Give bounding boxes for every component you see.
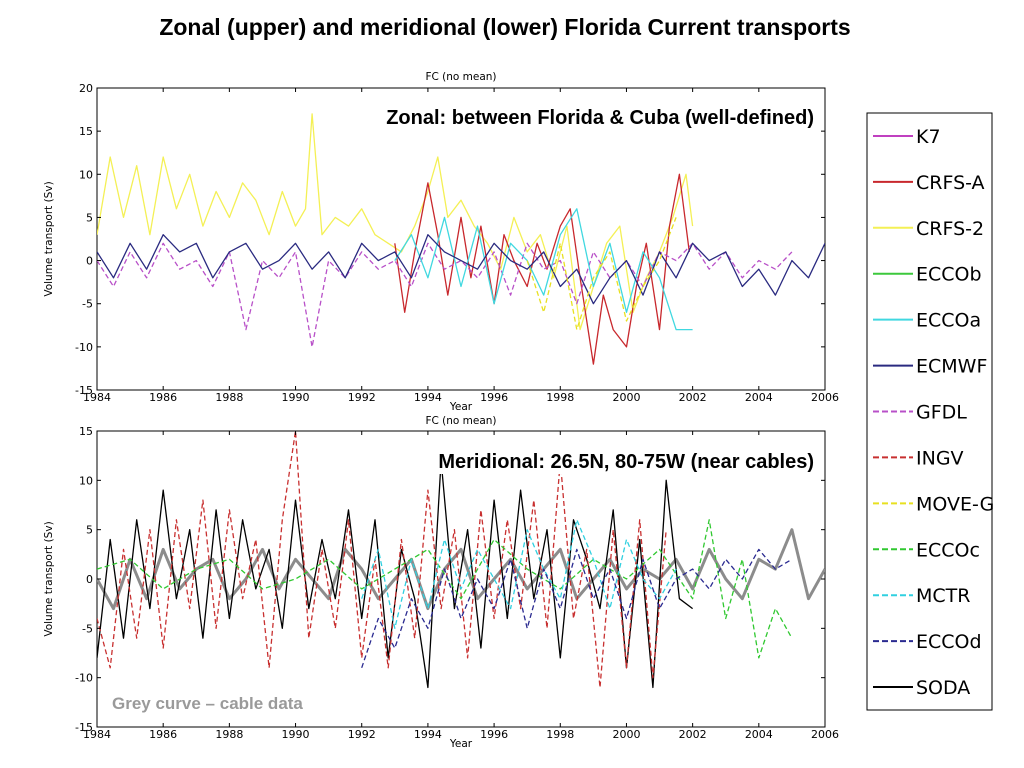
y-tick-label: 5 xyxy=(86,211,93,224)
x-tick-label: 2006 xyxy=(811,391,839,404)
zonal-panel: 1984 1986 1988 1990 1992 1994 1996 1998 2000 2002… xyxy=(43,71,839,413)
legend-label-gfdl: GFDL xyxy=(916,402,967,424)
x-tick-label: 2004 xyxy=(745,728,773,741)
x-tick-label: 1988 xyxy=(215,728,243,741)
y-tick-label: -15 xyxy=(75,721,93,734)
cable-note-background xyxy=(108,693,308,714)
series-line-crfs-a xyxy=(394,173,690,365)
legend-label-k7: K7 xyxy=(916,126,941,148)
legend-label-crfs-2: CRFS-2 xyxy=(916,218,984,240)
panel-annotation-background xyxy=(382,106,818,130)
y-tick-label: -10 xyxy=(75,341,93,354)
chart-title: FC (no mean) xyxy=(425,415,496,427)
slide-title: Zonal (upper) and meridional (lower) Flo… xyxy=(159,14,851,40)
x-tick-label: 1994 xyxy=(414,391,442,404)
legend-label-crfs-a: CRFS-A xyxy=(916,172,985,194)
legend-label-move-g: MOVE-G xyxy=(916,493,994,515)
x-tick-label: 1988 xyxy=(215,391,243,404)
y-tick-label: -5 xyxy=(82,298,93,311)
y-tick-label: 10 xyxy=(79,168,93,181)
x-tick-label: 2000 xyxy=(612,391,640,404)
y-tick-label: 0 xyxy=(86,255,93,268)
x-tick-label: 1986 xyxy=(149,728,177,741)
y-tick-label: -5 xyxy=(82,622,93,635)
x-tick-label: 1996 xyxy=(480,391,508,404)
legend-label-eccob: ECCOb xyxy=(916,264,982,286)
x-tick-label: 1992 xyxy=(348,728,376,741)
legend-label-soda: SODA xyxy=(916,677,970,699)
series-line-mctr xyxy=(361,519,677,629)
x-axis-label: Year xyxy=(449,401,473,413)
plot-area xyxy=(96,430,826,728)
y-tick-label: 0 xyxy=(86,573,93,586)
y-tick-label: 5 xyxy=(86,524,93,537)
chart-title: FC (no mean) xyxy=(425,71,496,83)
panel-annotation-background xyxy=(434,450,818,474)
series-line-move-g xyxy=(526,217,677,331)
x-tick-label: 1992 xyxy=(348,391,376,404)
legend-label-ingv: INGV xyxy=(916,447,964,469)
legend-label-ecmwf: ECMWF xyxy=(916,356,987,378)
y-tick-label: 15 xyxy=(79,125,93,138)
series-line-ecmwf xyxy=(97,234,825,305)
panel-annotation: Zonal: between Florida & Cuba (well-defi… xyxy=(386,107,814,129)
cable-note: Grey curve – cable data xyxy=(112,694,303,713)
x-tick-label: 1986 xyxy=(149,391,177,404)
series-line-ingv xyxy=(97,431,667,689)
series-group xyxy=(97,113,825,365)
x-tick-label: 1996 xyxy=(480,728,508,741)
legend-label-eccod: ECCOd xyxy=(916,631,982,653)
series-line-eccoa xyxy=(394,208,693,331)
series-group xyxy=(97,431,825,689)
legend: K7 CRFS-A CRFS-2 ECCOb ECCOa ECMWF GFDL INGV MOV… xyxy=(866,112,994,711)
series-line-cable-data xyxy=(97,528,825,611)
legend-label-mctr: MCTR xyxy=(916,585,970,607)
x-tick-label: 1998 xyxy=(546,391,574,404)
x-tick-label: 2000 xyxy=(612,728,640,741)
x-tick-label: 2006 xyxy=(811,728,839,741)
y-tick-label: -15 xyxy=(75,384,93,397)
x-tick-label: 1990 xyxy=(282,391,310,404)
meridional-panel: 1984 1986 1988 1990 1992 1994 1996 1998 2000 2002… xyxy=(43,415,839,750)
y-tick-label: 20 xyxy=(79,82,93,95)
y-tick-label: 10 xyxy=(79,474,93,487)
x-axis-label: Year xyxy=(449,738,473,750)
y-tick-label: -10 xyxy=(75,672,93,685)
x-tick-label: 1984 xyxy=(83,391,111,404)
series-line-eccoc xyxy=(97,519,793,659)
plot-area xyxy=(96,87,826,391)
x-tick-label: 1998 xyxy=(546,728,574,741)
y-axis-label: Volume transport (Sv) xyxy=(43,181,55,296)
x-tick-label: 1990 xyxy=(282,728,310,741)
series-line-gfdl xyxy=(97,242,793,348)
series-line-eccod xyxy=(361,548,793,669)
legend-label-eccoa: ECCOa xyxy=(916,310,981,332)
x-tick-label: 1994 xyxy=(414,728,442,741)
x-tick-label: 2002 xyxy=(679,391,707,404)
y-tick-label: 15 xyxy=(79,425,93,438)
panel-annotation: Meridional: 26.5N, 80-75W (near cables) xyxy=(438,451,814,473)
x-tick-label: 2004 xyxy=(745,391,773,404)
legend-label-eccoc: ECCOc xyxy=(916,539,980,561)
x-tick-label: 1984 xyxy=(83,728,111,741)
x-tick-label: 2002 xyxy=(679,728,707,741)
y-axis-label: Volume transport (Sv) xyxy=(43,521,55,636)
